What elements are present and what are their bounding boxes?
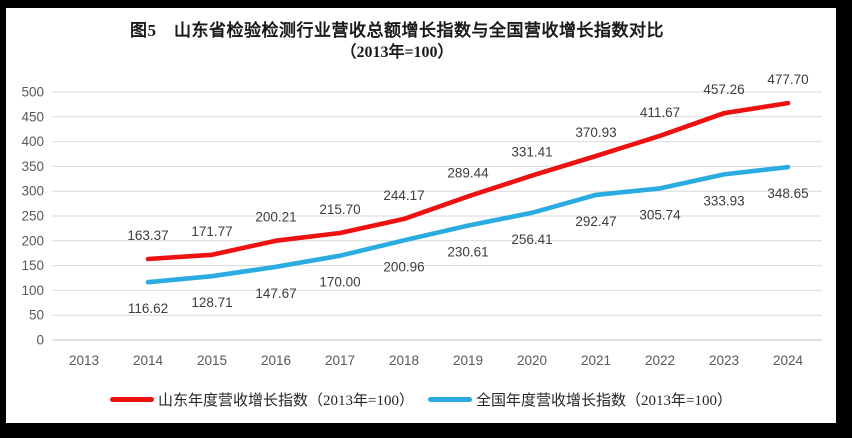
data-label: 348.65 [767,186,808,201]
y-axis-tick-label: 150 [21,258,44,273]
data-label: 244.17 [383,188,424,203]
x-axis-tick-label: 2020 [517,353,547,368]
data-label: 256.41 [511,232,552,247]
x-axis-tick-label: 2016 [261,353,291,368]
y-axis-tick-label: 100 [21,283,44,298]
data-label: 215.70 [319,202,360,217]
y-axis-tick-label: 350 [21,159,44,174]
data-label: 147.67 [255,286,296,301]
x-axis-tick-label: 2022 [645,353,675,368]
legend: 山东年度营收增长指数（2013年=100） 全国年度营收增长指数（2013年=1… [6,388,836,410]
chart-title-line2: （2013年=100） [340,44,454,61]
chart-canvas: 图5 山东省检验检测行业营收总额增长指数与全国营收增长指数对比 （2013年=1… [6,8,836,423]
shandong-series-swatch [110,396,155,402]
data-label: 333.93 [703,193,744,208]
x-axis-tick-label: 2014 [133,353,164,368]
chart-title-line1: 图5 山东省检验检测行业营收总额增长指数与全国营收增长指数对比 [130,21,664,40]
data-label: 289.44 [447,165,489,180]
data-label: 128.71 [191,295,232,310]
data-label: 170.00 [319,275,360,290]
y-axis-tick-label: 50 [29,308,44,323]
series-line-0 [145,100,791,262]
data-label: 200.96 [383,259,424,274]
series-line-1 [145,164,791,285]
x-axis-tick-label: 2021 [581,353,611,368]
x-axis-tick-label: 2019 [453,353,483,368]
data-label: 457.26 [703,82,744,97]
data-label: 331.41 [511,145,552,160]
data-label: 292.47 [575,214,616,229]
y-axis-tick-label: 200 [21,233,44,248]
legend-label-national: 全国年度营收增长指数（2013年=100） [476,392,732,409]
x-axis-tick-label: 2013 [69,353,99,368]
data-label: 477.70 [767,72,808,87]
x-axis-tick-label: 2023 [709,353,739,368]
data-label: 200.21 [255,210,296,225]
data-label: 370.93 [575,125,616,140]
legend-item-national: 全国年度营收增长指数（2013年=100） [428,389,732,410]
line-chart-plot-area: 0 50 100 150 200 250 300 350 400 450 500 2013 2014 20… [21,72,822,368]
x-axis-tick-label: 2015 [197,353,227,368]
y-axis-tick-label: 400 [21,134,44,149]
y-axis-tick-label: 300 [21,184,44,199]
data-label: 411.67 [640,105,680,120]
y-axis-tick-label: 500 [21,85,44,100]
data-label: 116.62 [128,301,168,316]
y-axis-tick-label: 250 [21,209,44,224]
data-label: 171.77 [191,224,232,239]
data-label: 163.37 [127,228,168,243]
legend-item-shandong: 山东年度营收增长指数（2013年=100） [110,389,414,410]
x-axis-tick-label: 2024 [773,353,804,368]
y-axis-tick-label: 450 [21,109,44,124]
legend-label-shandong: 山东年度营收增长指数（2013年=100） [158,392,414,409]
x-axis-tick-label: 2017 [325,353,355,368]
y-axis-tick-label: 0 [36,333,44,348]
data-label: 230.61 [447,245,488,260]
data-label: 305.74 [639,207,681,222]
chart-title: 图5 山东省检验检测行业营收总额增长指数与全国营收增长指数对比 （2013年=1… [6,20,788,63]
x-axis-tick-label: 2018 [389,353,419,368]
national-series-swatch [428,396,472,402]
